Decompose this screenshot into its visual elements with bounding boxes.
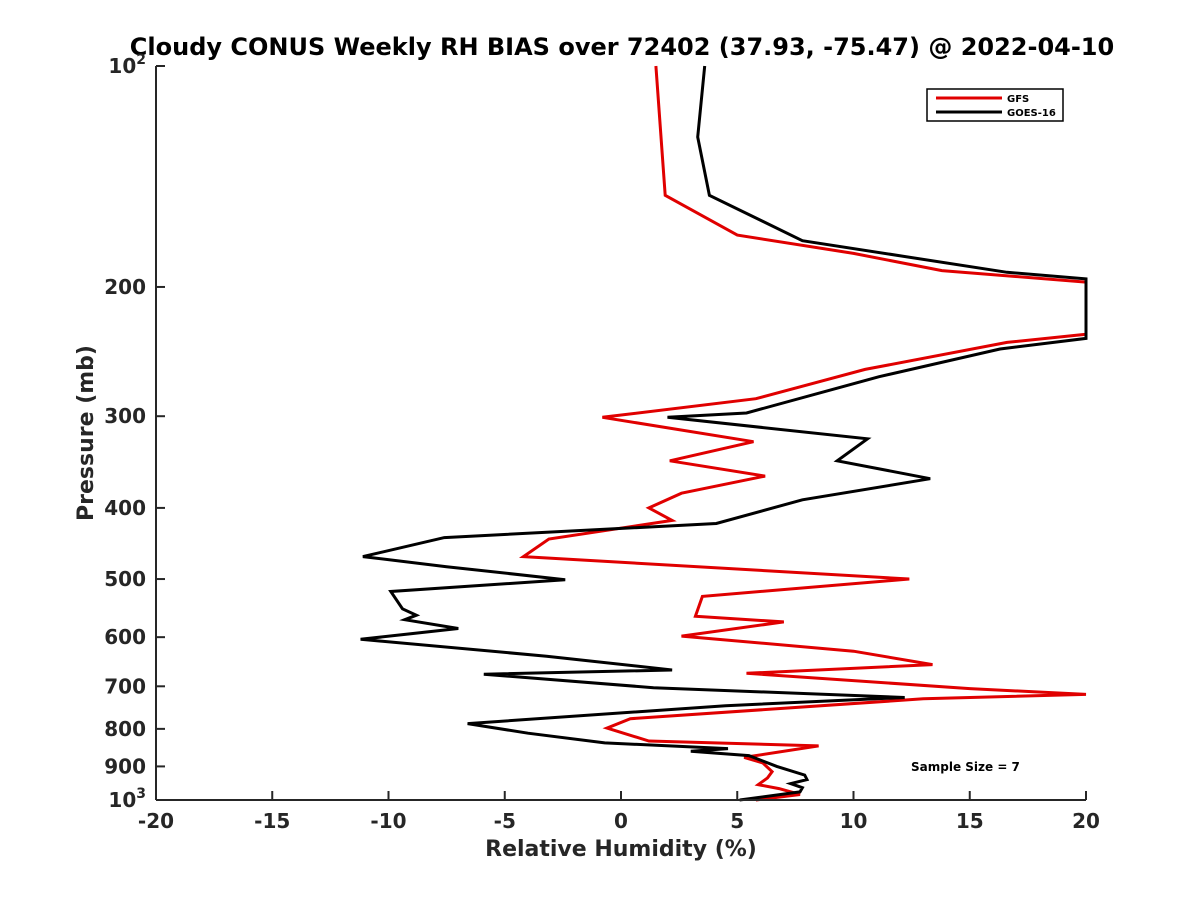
x-tick-label: -5 [494,809,516,833]
legend: GFS GOES-16 [926,88,1064,122]
sample-size-annotation: Sample Size = 7 [911,760,1020,774]
x-tick-label: 15 [956,809,984,833]
y-tick-label: 200 [104,275,146,299]
y-axis: 102 200 300 400 500 600 700 800 900 103 [104,52,165,812]
y-tick-label: 600 [104,625,146,649]
x-axis: -20 -15 -10 -5 0 5 10 15 20 [138,791,1100,833]
y-axis-label: Pressure (mb) [74,345,99,521]
y-tick-label: 103 [108,786,146,812]
x-tick-label: 5 [730,809,744,833]
plot-area [360,65,1088,802]
legend-label-gfs: GFS [1007,94,1029,105]
x-axis-label: Relative Humidity (%) [485,837,757,862]
y-tick-label: 102 [108,52,146,78]
legend-label-goes-16: GOES-16 [1007,108,1056,119]
series-line-gfs [518,65,1088,802]
x-tick-label: -10 [370,809,406,833]
x-tick-label: 0 [614,809,628,833]
x-tick-label: -20 [138,809,174,833]
y-tick-label: 800 [104,717,146,741]
legend-box [926,88,1064,122]
y-tick-label: 400 [104,496,146,520]
series-line-goes-16 [360,65,1088,802]
chart-title: Cloudy CONUS Weekly RH BIAS over 72402 (… [130,33,1114,61]
x-tick-label: 20 [1072,809,1100,833]
y-tick-label: 700 [104,674,146,698]
x-tick-label: -15 [254,809,290,833]
x-tick-label: 10 [840,809,868,833]
y-tick-label: 300 [104,404,146,428]
y-tick-label: 500 [104,567,146,591]
y-tick-label: 900 [104,754,146,778]
